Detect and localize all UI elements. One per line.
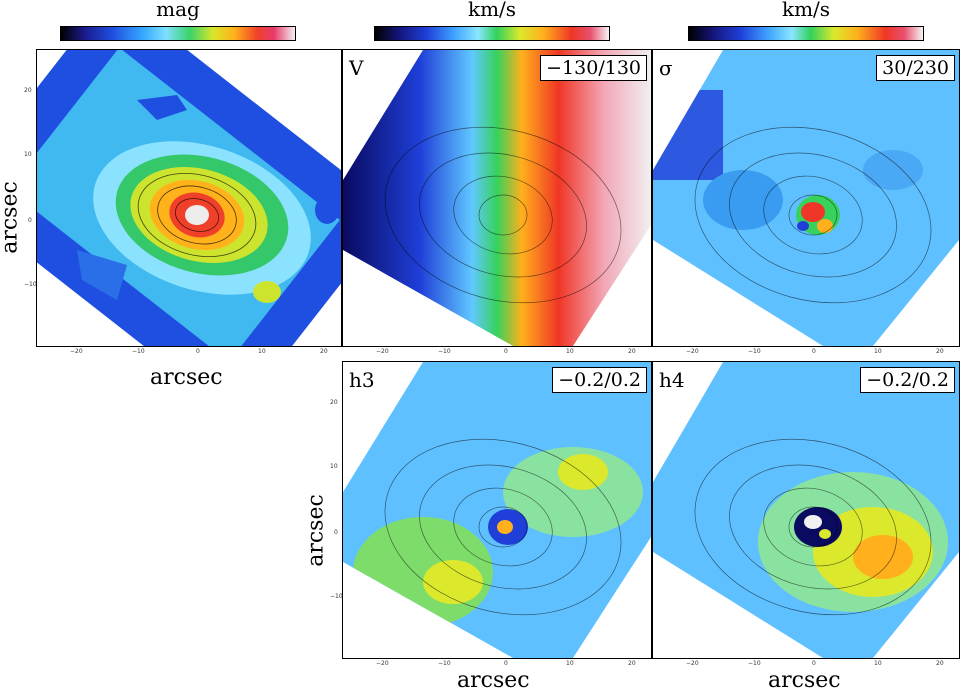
mag-map-image — [37, 50, 341, 346]
y-tick-labels-top: 20 10 0 −10 — [24, 87, 37, 288]
dispersion-panel-label: σ — [659, 56, 673, 80]
x-tick-labels-top-left: −20 −10 0 10 20 — [70, 348, 328, 355]
x-axis-label-top-left: arcsec — [150, 365, 223, 390]
x-axis-label-bottom-right: arcsec — [768, 668, 841, 693]
h4-map-image — [653, 362, 959, 658]
velocity-panel-label: V — [349, 56, 364, 80]
dispersion-map-image — [653, 50, 959, 346]
x-tick-labels-top-right: −20 −10 0 10 20 — [686, 348, 944, 355]
h4-range-box: −0.2/0.2 — [860, 367, 955, 393]
h3-map-image — [343, 362, 651, 658]
x-tick-labels-bottom-right: −20 −10 0 10 20 — [686, 660, 944, 667]
panel-mag-map — [36, 49, 342, 347]
h4-panel-label: h4 — [659, 368, 685, 392]
panel-dispersion-map: σ 30/230 — [652, 49, 960, 347]
h3-range-box: −0.2/0.2 — [552, 367, 647, 393]
panel-velocity-map: V −130/130 — [342, 49, 652, 347]
colorbar-dispersion-title: km/s — [781, 0, 831, 21]
colorbar-mag — [60, 26, 296, 41]
x-tick-labels-top-mid: −20 −10 0 10 20 — [376, 348, 636, 355]
velocity-range-box: −130/130 — [540, 55, 647, 81]
x-axis-label-bottom-mid: arcsec — [457, 668, 530, 693]
colorbar-velocity — [374, 26, 610, 41]
y-tick-labels-bottom: 20 10 0 −10 — [330, 399, 343, 600]
y-axis-label-bottom: arcsec — [303, 494, 329, 567]
velocity-map-image — [343, 50, 651, 346]
y-axis-label-top: arcsec — [0, 181, 23, 254]
colorbar-mag-title: mag — [156, 0, 200, 21]
panel-h3-map: h3 −0.2/0.2 — [342, 361, 652, 659]
x-tick-labels-bottom-mid: −20 −10 0 10 20 — [376, 660, 636, 667]
panel-h4-map: h4 −0.2/0.2 — [652, 361, 960, 659]
h3-panel-label: h3 — [349, 368, 375, 392]
dispersion-range-box: 30/230 — [876, 55, 955, 81]
colorbar-velocity-title: km/s — [467, 0, 517, 21]
colorbar-dispersion — [688, 26, 924, 41]
